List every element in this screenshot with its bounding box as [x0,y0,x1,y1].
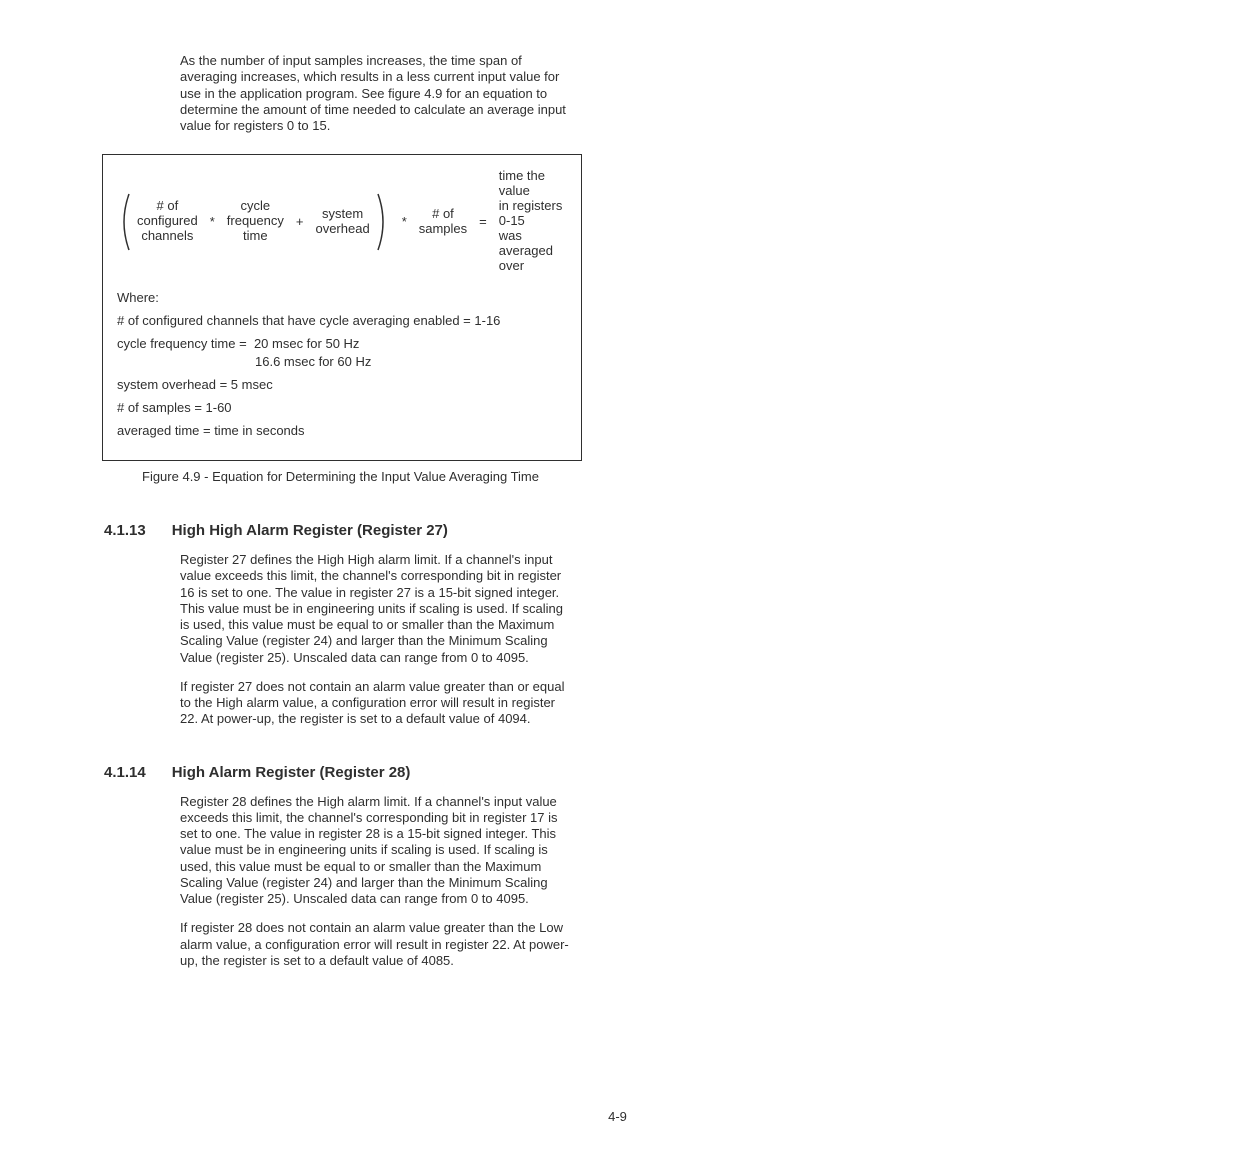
section-number: 4.1.13 [104,522,146,539]
where-heading: Where: [117,290,567,307]
term-line: channels [137,229,198,244]
where-line: # of samples = 1-60 [117,400,567,417]
operator-multiply: * [400,214,409,229]
term-overhead: system overhead [315,207,369,237]
page-number: 4-9 [0,1109,1235,1124]
paren-inner: # of configured channels * cycle frequen… [131,199,376,244]
equation-figure-box: # of configured channels * cycle frequen… [102,154,582,461]
where-line-value: 20 msec for 50 Hz [254,336,360,351]
where-line: cycle frequency time = 20 msec for 50 Hz [117,336,567,353]
right-paren-icon [376,192,390,252]
where-block: Where: # of configured channels that hav… [117,290,567,440]
section-heading: 4.1.14 High Alarm Register (Register 28) [104,764,1235,781]
term-line: system [315,207,369,222]
where-line: # of configured channels that have cycle… [117,313,567,330]
figure-caption: Figure 4.9 - Equation for Determining th… [142,469,1235,484]
body-paragraph: Register 28 defines the High alarm limit… [180,794,575,908]
equation-rhs: * # of samples = time the value in regis… [400,169,567,274]
term-channels: # of configured channels [137,199,198,244]
body-paragraph: If register 28 does not contain an alarm… [180,920,575,969]
term-frequency: cycle frequency time [227,199,284,244]
paren-group: # of configured channels * cycle frequen… [117,192,390,252]
term-line: in registers 0-15 [499,199,567,229]
term-line: time [227,229,284,244]
operator-multiply: * [208,214,217,229]
result-term: time the value in registers 0-15 was ave… [499,169,567,274]
operator-equals: = [477,214,489,229]
term-line: # of [419,207,467,222]
where-line-label: cycle frequency time = [117,336,247,351]
document-page: As the number of input samples increases… [0,0,1235,1154]
section-title: High High Alarm Register (Register 27) [172,522,448,539]
operator-plus: + [294,214,306,229]
term-line: overhead [315,222,369,237]
intro-paragraph: As the number of input samples increases… [180,53,575,134]
term-line: was averaged over [499,229,567,274]
term-line: frequency [227,214,284,229]
section-heading: 4.1.13 High High Alarm Register (Registe… [104,522,1235,539]
term-line: cycle [227,199,284,214]
where-line-value: 16.6 msec for 60 Hz [117,354,567,371]
section-number: 4.1.14 [104,764,146,781]
where-line: averaged time = time in seconds [117,423,567,440]
where-line: system overhead = 5 msec [117,377,567,394]
body-paragraph: Register 27 defines the High High alarm … [180,552,575,666]
equation-row: # of configured channels * cycle frequen… [117,169,567,274]
body-paragraph: If register 27 does not contain an alarm… [180,679,575,728]
section-title: High Alarm Register (Register 28) [172,764,411,781]
left-paren-icon [117,192,131,252]
term-samples: # of samples [419,207,467,237]
term-line: configured [137,214,198,229]
term-line: # of [137,199,198,214]
term-line: samples [419,222,467,237]
term-line: time the value [499,169,567,199]
